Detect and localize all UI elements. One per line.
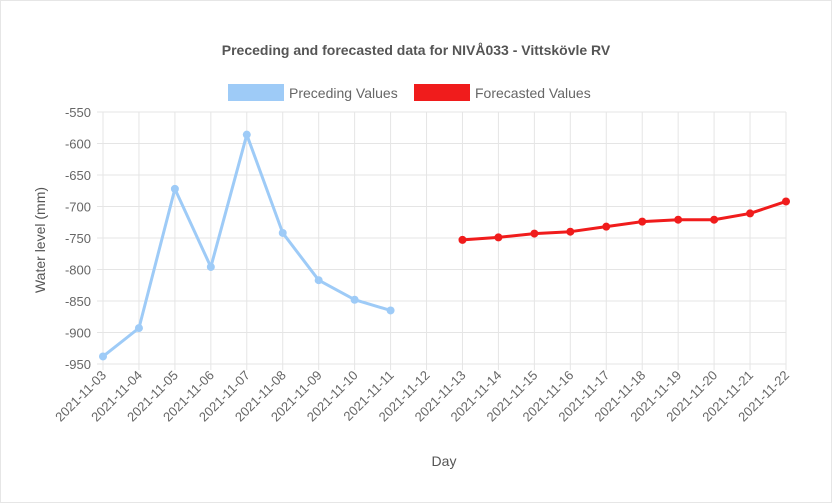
data-point (782, 197, 790, 206)
legend-label: Forecasted Values (475, 85, 591, 101)
data-point (710, 215, 719, 224)
y-axis-ticks: -550 -600 -650 -700 -750 -800 -850 -900 -950 (65, 105, 91, 372)
data-point (602, 222, 611, 231)
data-point (242, 130, 251, 139)
series-layer (99, 130, 790, 361)
y-tick-label: -800 (65, 263, 91, 278)
series-line (460, 199, 788, 242)
y-tick-label: -750 (65, 231, 91, 246)
series-0 (99, 130, 395, 361)
data-point (494, 233, 503, 242)
data-point (170, 184, 179, 193)
y-tick-label: -850 (65, 294, 91, 309)
chart-title: Preceding and forecasted data for NIVÅ03… (222, 42, 611, 58)
x-axis-ticks: 2021-11-032021-11-042021-11-052021-11-06… (52, 368, 792, 425)
legend-swatch (228, 84, 284, 101)
data-point (746, 209, 755, 218)
y-tick-label: -550 (65, 105, 91, 120)
data-point (278, 228, 287, 237)
y-tick-label: -950 (65, 357, 91, 372)
y-axis-title: Water level (mm) (32, 187, 48, 293)
y-tick-label: -650 (65, 168, 91, 183)
data-point (350, 295, 359, 304)
data-point (638, 217, 647, 226)
data-point (674, 215, 683, 224)
data-point (99, 352, 107, 361)
series-1 (458, 197, 790, 244)
legend-label: Preceding Values (289, 85, 398, 101)
grid (97, 111, 787, 370)
data-point (566, 227, 575, 236)
data-point (530, 229, 539, 238)
y-tick-label: -900 (65, 326, 91, 341)
data-point (134, 324, 143, 333)
y-tick-label: -700 (65, 200, 91, 215)
x-axis-title: Day (432, 453, 457, 469)
legend: Preceding Values Forecasted Values (228, 84, 591, 101)
y-tick-label: -600 (65, 137, 91, 152)
legend-swatch (414, 84, 470, 101)
data-point (458, 235, 467, 244)
data-point (386, 306, 395, 315)
data-point (206, 262, 215, 271)
data-point (314, 276, 323, 285)
